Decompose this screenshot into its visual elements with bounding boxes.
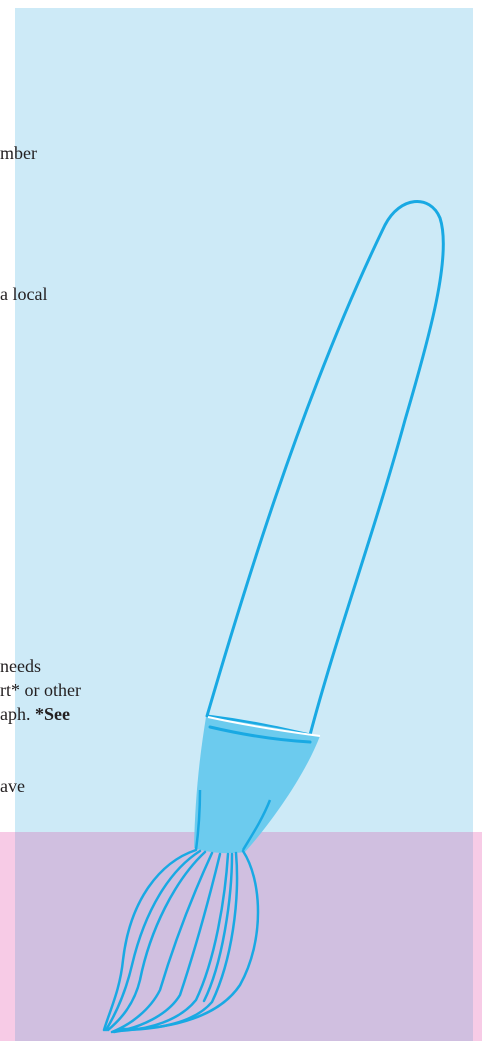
text-fragment-4: rt* or other bbox=[0, 680, 81, 700]
text-fragment-5-normal: aph. bbox=[0, 704, 35, 724]
text-fragment-6: ave bbox=[0, 776, 25, 796]
text-fragment-3: needs bbox=[0, 656, 41, 676]
footer-overlap-band bbox=[15, 832, 473, 1041]
text-fragment-1: mber bbox=[0, 143, 37, 163]
text-fragment-5: aph. *See bbox=[0, 702, 70, 726]
see-reference-bold: *See bbox=[35, 704, 70, 724]
blue-panel bbox=[15, 8, 473, 833]
text-fragment-2: a local bbox=[0, 284, 48, 304]
